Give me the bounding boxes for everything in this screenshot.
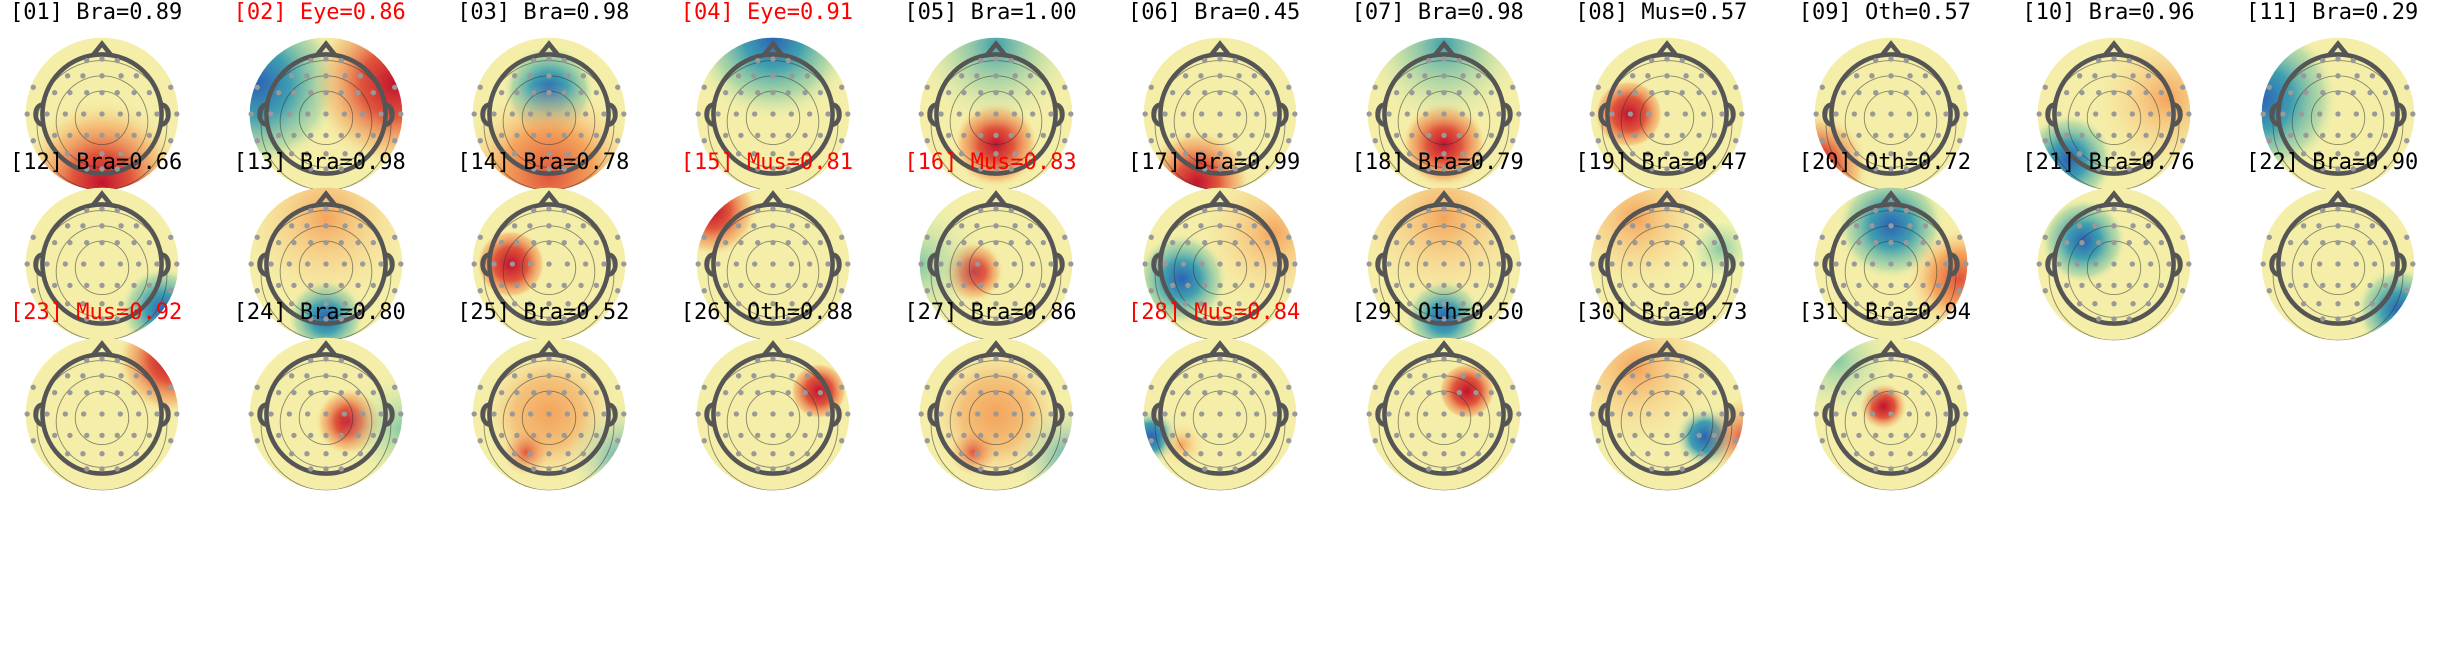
component-title: [06] Bra=0.45 bbox=[1128, 0, 1301, 25]
component-title: [25] Bra=0.52 bbox=[457, 300, 630, 325]
topomap-panel: [28] Mus=0.84 bbox=[1126, 300, 1351, 500]
topomap-panel: [08] Mus=0.57 bbox=[1573, 0, 1798, 200]
scalp-topomap bbox=[471, 37, 627, 191]
topomap-panel: [17] Bra=0.99 bbox=[1126, 150, 1351, 350]
component-title: [19] Bra=0.47 bbox=[1575, 150, 1748, 175]
topomap-panel: [23] Mus=0.92 bbox=[8, 300, 233, 500]
component-title: [16] Mus=0.83 bbox=[904, 150, 1077, 175]
scalp-topomap bbox=[24, 337, 180, 491]
component-title: [29] Oth=0.50 bbox=[1351, 300, 1524, 325]
component-title: [24] Bra=0.80 bbox=[233, 300, 406, 325]
topomap-panel: [06] Bra=0.45 bbox=[1126, 0, 1351, 200]
scalp-topomap bbox=[471, 337, 627, 491]
scalp-topomap bbox=[2260, 37, 2416, 191]
scalp-topomap bbox=[1142, 37, 1298, 191]
scalp-topomap bbox=[1589, 337, 1745, 491]
component-title: [11] Bra=0.29 bbox=[2246, 0, 2419, 25]
component-title: [01] Bra=0.89 bbox=[10, 0, 183, 25]
topomap-panel: [18] Bra=0.79 bbox=[1350, 150, 1575, 350]
topomap-panel: [14] Bra=0.78 bbox=[455, 150, 680, 350]
topomap-panel: [15] Mus=0.81 bbox=[679, 150, 904, 350]
topomap-panel: [05] Bra=1.00 bbox=[902, 0, 1127, 200]
component-title: [03] Bra=0.98 bbox=[457, 0, 630, 25]
component-title: [28] Mus=0.84 bbox=[1128, 300, 1301, 325]
topomap-panel: [25] Bra=0.52 bbox=[455, 300, 680, 500]
component-title: [08] Mus=0.57 bbox=[1575, 0, 1748, 25]
scalp-topomap bbox=[1366, 37, 1522, 191]
scalp-topomap bbox=[471, 187, 627, 341]
topomap-panel: [30] Bra=0.73 bbox=[1573, 300, 1798, 500]
component-title: [14] Bra=0.78 bbox=[457, 150, 630, 175]
component-title: [18] Bra=0.79 bbox=[1351, 150, 1524, 175]
component-title: [09] Oth=0.57 bbox=[1798, 0, 1971, 25]
scalp-topomap bbox=[918, 37, 1074, 191]
topomap-panel: [16] Mus=0.83 bbox=[902, 150, 1127, 350]
scalp-topomap bbox=[1366, 337, 1522, 491]
topomap-panel: [19] Bra=0.47 bbox=[1573, 150, 1798, 350]
component-title: [04] Eye=0.91 bbox=[680, 0, 853, 25]
component-title: [10] Bra=0.96 bbox=[2022, 0, 2195, 25]
component-title: [15] Mus=0.81 bbox=[680, 150, 853, 175]
scalp-topomap bbox=[1589, 187, 1745, 341]
component-title: [20] Oth=0.72 bbox=[1798, 150, 1971, 175]
scalp-topomap bbox=[2036, 187, 2192, 341]
topomap-panel: [31] Bra=0.94 bbox=[1797, 300, 2022, 500]
component-title: [21] Bra=0.76 bbox=[2022, 150, 2195, 175]
component-title: [22] Bra=0.90 bbox=[2246, 150, 2419, 175]
component-title: [13] Bra=0.98 bbox=[233, 150, 406, 175]
topomap-panel: [01] Bra=0.89 bbox=[8, 0, 233, 200]
scalp-topomap bbox=[248, 337, 404, 491]
topomap-panel: [03] Bra=0.98 bbox=[455, 0, 680, 200]
scalp-topomap bbox=[695, 337, 851, 491]
topomap-panel: [26] Oth=0.88 bbox=[679, 300, 904, 500]
component-title: [02] Eye=0.86 bbox=[233, 0, 406, 25]
scalp-topomap bbox=[695, 187, 851, 341]
scalp-topomap bbox=[1813, 337, 1969, 491]
topomap-panel: [21] Bra=0.76 bbox=[2020, 150, 2245, 350]
component-title: [17] Bra=0.99 bbox=[1128, 150, 1301, 175]
scalp-topomap bbox=[1366, 187, 1522, 341]
scalp-topomap bbox=[248, 187, 404, 341]
topomap-panel: [10] Bra=0.96 bbox=[2020, 0, 2245, 200]
topomap-panel: [24] Bra=0.80 bbox=[232, 300, 457, 500]
component-title: [31] Bra=0.94 bbox=[1798, 300, 1971, 325]
topomap-panel: [20] Oth=0.72 bbox=[1797, 150, 2022, 350]
component-title: [07] Bra=0.98 bbox=[1351, 0, 1524, 25]
component-title: [12] Bra=0.66 bbox=[10, 150, 183, 175]
scalp-topomap bbox=[1142, 337, 1298, 491]
scalp-topomap bbox=[248, 37, 404, 191]
topomap-panel: [22] Bra=0.90 bbox=[2244, 150, 2438, 350]
scalp-topomap bbox=[695, 37, 851, 191]
scalp-topomap bbox=[2036, 37, 2192, 191]
scalp-topomap bbox=[918, 337, 1074, 491]
scalp-topomap bbox=[1142, 187, 1298, 341]
component-title: [26] Oth=0.88 bbox=[680, 300, 853, 325]
topomap-panel: [07] Bra=0.98 bbox=[1350, 0, 1575, 200]
topomap-panel: [09] Oth=0.57 bbox=[1797, 0, 2022, 200]
topomap-panel: [27] Bra=0.86 bbox=[902, 300, 1127, 500]
topomap-panel: [11] Bra=0.29 bbox=[2244, 0, 2438, 200]
scalp-topomap bbox=[24, 37, 180, 191]
component-title: [27] Bra=0.86 bbox=[904, 300, 1077, 325]
topomap-panel: [13] Bra=0.98 bbox=[232, 150, 457, 350]
scalp-topomap bbox=[1813, 37, 1969, 191]
component-title: [05] Bra=1.00 bbox=[904, 0, 1077, 25]
scalp-topomap bbox=[1589, 37, 1745, 191]
component-title: [23] Mus=0.92 bbox=[10, 300, 183, 325]
scalp-topomap bbox=[1813, 187, 1969, 341]
topomap-panel: [04] Eye=0.91 bbox=[679, 0, 904, 200]
scalp-topomap bbox=[24, 187, 180, 341]
topomap-panel: [29] Oth=0.50 bbox=[1350, 300, 1575, 500]
topomap-panel: [02] Eye=0.86 bbox=[232, 0, 457, 200]
component-title: [30] Bra=0.73 bbox=[1575, 300, 1748, 325]
scalp-topomap bbox=[2260, 187, 2416, 341]
scalp-topomap bbox=[918, 187, 1074, 341]
topomap-panel: [12] Bra=0.66 bbox=[8, 150, 233, 350]
